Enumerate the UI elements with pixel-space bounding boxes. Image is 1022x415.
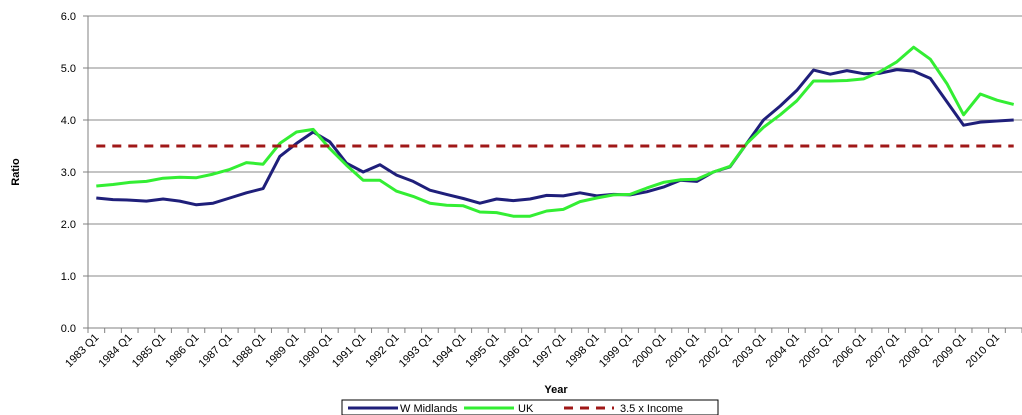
y-tick-label: 5.0 [61,63,76,75]
x-tick-label: 2002 Q1 [697,332,735,370]
x-tick-label: 2010 Q1 [964,332,1002,370]
x-axis-title: Year [544,384,568,396]
gridlines [88,15,1022,277]
x-tick-label: 1993 Q1 [397,332,435,370]
x-tick-label: 1986 Q1 [163,332,201,370]
x-tick-label: 1983 Q1 [63,332,101,370]
x-tick-label: 1984 Q1 [96,332,134,370]
series-lines [96,45,1015,218]
x-tick-label: 1991 Q1 [330,332,368,370]
x-tick-label: 1997 Q1 [530,332,568,370]
x-tick-label: 2007 Q1 [864,332,902,370]
x-tick-label: 2004 Q1 [764,332,802,370]
x-tick-label: 1990 Q1 [297,332,335,370]
legend-label: W Midlands [400,403,458,415]
y-tick-label: 0.0 [61,323,76,335]
x-tick-label: 1985 Q1 [130,332,168,370]
x-tick-label: 1992 Q1 [363,332,401,370]
y-axis-title: Ratio [10,158,22,186]
x-tick-label: 2001 Q1 [664,332,702,370]
x-tick-label: 1996 Q1 [497,332,535,370]
x-tick-label: 1995 Q1 [463,332,501,370]
y-tick-label: 2.0 [61,219,76,231]
x-tick-label: 1994 Q1 [430,332,468,370]
y-tick-label: 4.0 [61,115,76,127]
x-tick-label: 1989 Q1 [263,332,301,370]
y-tick-label: 1.0 [61,271,76,283]
x-tick-label: 1999 Q1 [597,332,635,370]
x-tick-label: 2008 Q1 [897,332,935,370]
x-tick-label: 2000 Q1 [630,332,668,370]
legend-label: UK [518,403,534,415]
x-tick-label: 1998 Q1 [563,332,601,370]
x-tick-label: 1987 Q1 [197,332,235,370]
y-axis-ticks: 0.0 1.0 2.0 3.0 4.0 5.0 6.0 [61,11,88,335]
series-line-w-midlands [96,68,1014,207]
legend: W Midlands UK 3.5 x Income [341,399,719,415]
x-tick-label: 2006 Q1 [830,332,868,370]
y-tick-label: 3.0 [61,167,76,179]
x-tick-label: 1988 Q1 [230,332,268,370]
x-tick-label: 2003 Q1 [730,332,768,370]
y-tick-label: 6.0 [61,11,76,23]
series-line-uk [96,45,1015,218]
x-tick-label: 2005 Q1 [797,332,835,370]
x-tick-label: 2009 Q1 [930,332,968,370]
legend-box [341,399,719,415]
legend-label: 3.5 x Income [620,403,683,415]
